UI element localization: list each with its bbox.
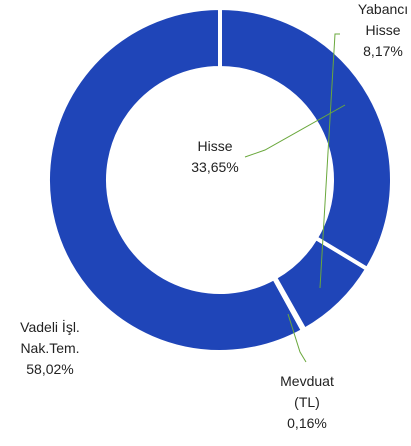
data-label: Hisse 33,65% xyxy=(175,136,255,178)
donut-segment xyxy=(218,5,394,272)
category-label: Yabancı Hisse xyxy=(357,1,409,38)
value-label: 33,65% xyxy=(191,159,239,175)
value-label: 0,16% xyxy=(287,415,327,431)
value-label: 58,02% xyxy=(26,361,74,377)
value-label: 8,17% xyxy=(363,43,403,59)
data-label: Mevduat (TL) 0,16% xyxy=(277,371,337,434)
leader-line xyxy=(287,313,307,363)
donut-segment xyxy=(46,5,306,354)
data-label: Yabancı Hisse 8,17% xyxy=(353,0,411,62)
data-label: Vadeli İşl. Nak.Tem. 58,02% xyxy=(10,317,90,380)
category-label: Mevduat (TL) xyxy=(280,373,334,410)
category-label: Hisse xyxy=(197,138,233,154)
leader-line xyxy=(319,33,340,289)
category-label: Vadeli İşl. Nak.Tem. xyxy=(20,319,80,356)
leader-line xyxy=(244,104,346,158)
donut-segment xyxy=(272,235,370,333)
